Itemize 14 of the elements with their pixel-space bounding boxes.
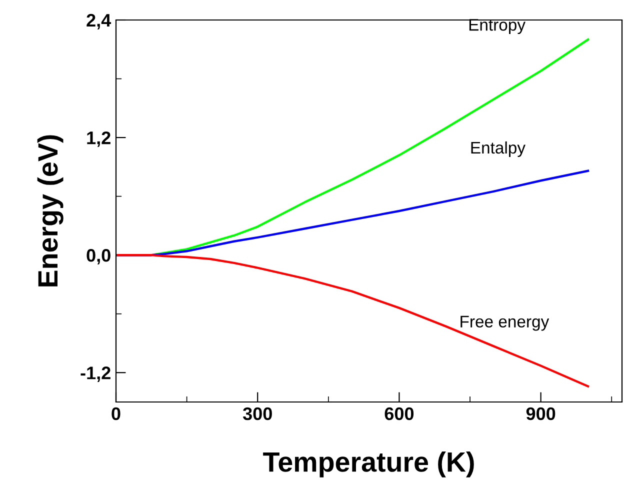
x-tick-label: 900	[526, 407, 556, 420]
x-tick-label: 0	[112, 407, 120, 420]
x-tick-label: 300	[242, 407, 272, 420]
line-series	[116, 254, 590, 388]
y-tick-label: -1,2	[80, 366, 110, 382]
y-tick-label: 1,2	[87, 131, 110, 147]
text: Entropy	[469, 19, 526, 34]
y-tick-label: 0,0	[86, 249, 110, 264]
y-axis-title: Energy (eV)	[37, 135, 64, 286]
x-tick-label: 600	[384, 407, 414, 420]
series-label: Free energy	[460, 316, 550, 331]
y-tick-label: 2,4	[86, 14, 112, 30]
series-label: Entalpy	[471, 141, 526, 157]
x-axis-title: Temperature (K)	[263, 451, 474, 478]
